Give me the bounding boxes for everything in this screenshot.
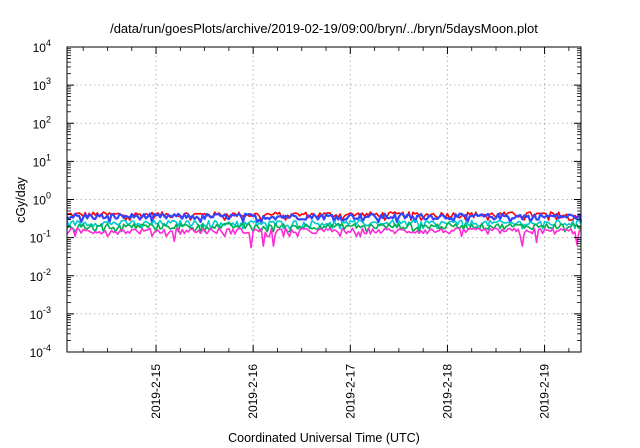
y-tick-label: 10-3	[30, 305, 51, 322]
y-tick-label: 100	[33, 191, 51, 208]
x-tick-label: 2019-2-17	[343, 364, 357, 419]
chart-title: /data/run/goesPlots/archive/2019-02-19/0…	[110, 21, 538, 36]
y-axis-label: cGy/day	[14, 176, 28, 223]
y-tick-label: 102	[33, 114, 51, 131]
x-tick-label: 2019-2-19	[538, 364, 552, 419]
y-axis-ticks: 10-4 10-3 10-2 10-1 100 101 102 103 104	[30, 38, 581, 360]
x-axis-label: Coordinated Universal Time (UTC)	[228, 431, 420, 445]
y-tick-label: 10-2	[30, 267, 51, 284]
series-layer	[66, 211, 583, 249]
y-tick-label: 104	[33, 38, 51, 55]
x-tick-label: 2019-2-18	[440, 364, 454, 419]
y-tick-label: 10-1	[30, 229, 51, 246]
series-line-4	[66, 222, 582, 233]
series-line-5	[66, 227, 582, 249]
y-tick-label: 103	[33, 76, 51, 93]
x-tick-label: 2019-2-16	[246, 364, 260, 419]
y-tick-label: 10-4	[30, 343, 51, 360]
y-tick-label: 101	[33, 152, 51, 169]
series-line-2	[66, 212, 583, 223]
x-tick-label: 2019-2-15	[149, 364, 163, 419]
series-line-1	[66, 211, 582, 221]
grid-lines	[67, 47, 581, 352]
x-axis-ticks: 2019-2-15 2019-2-16 2019-2-17 2019-2-18 2019…	[82, 47, 570, 419]
